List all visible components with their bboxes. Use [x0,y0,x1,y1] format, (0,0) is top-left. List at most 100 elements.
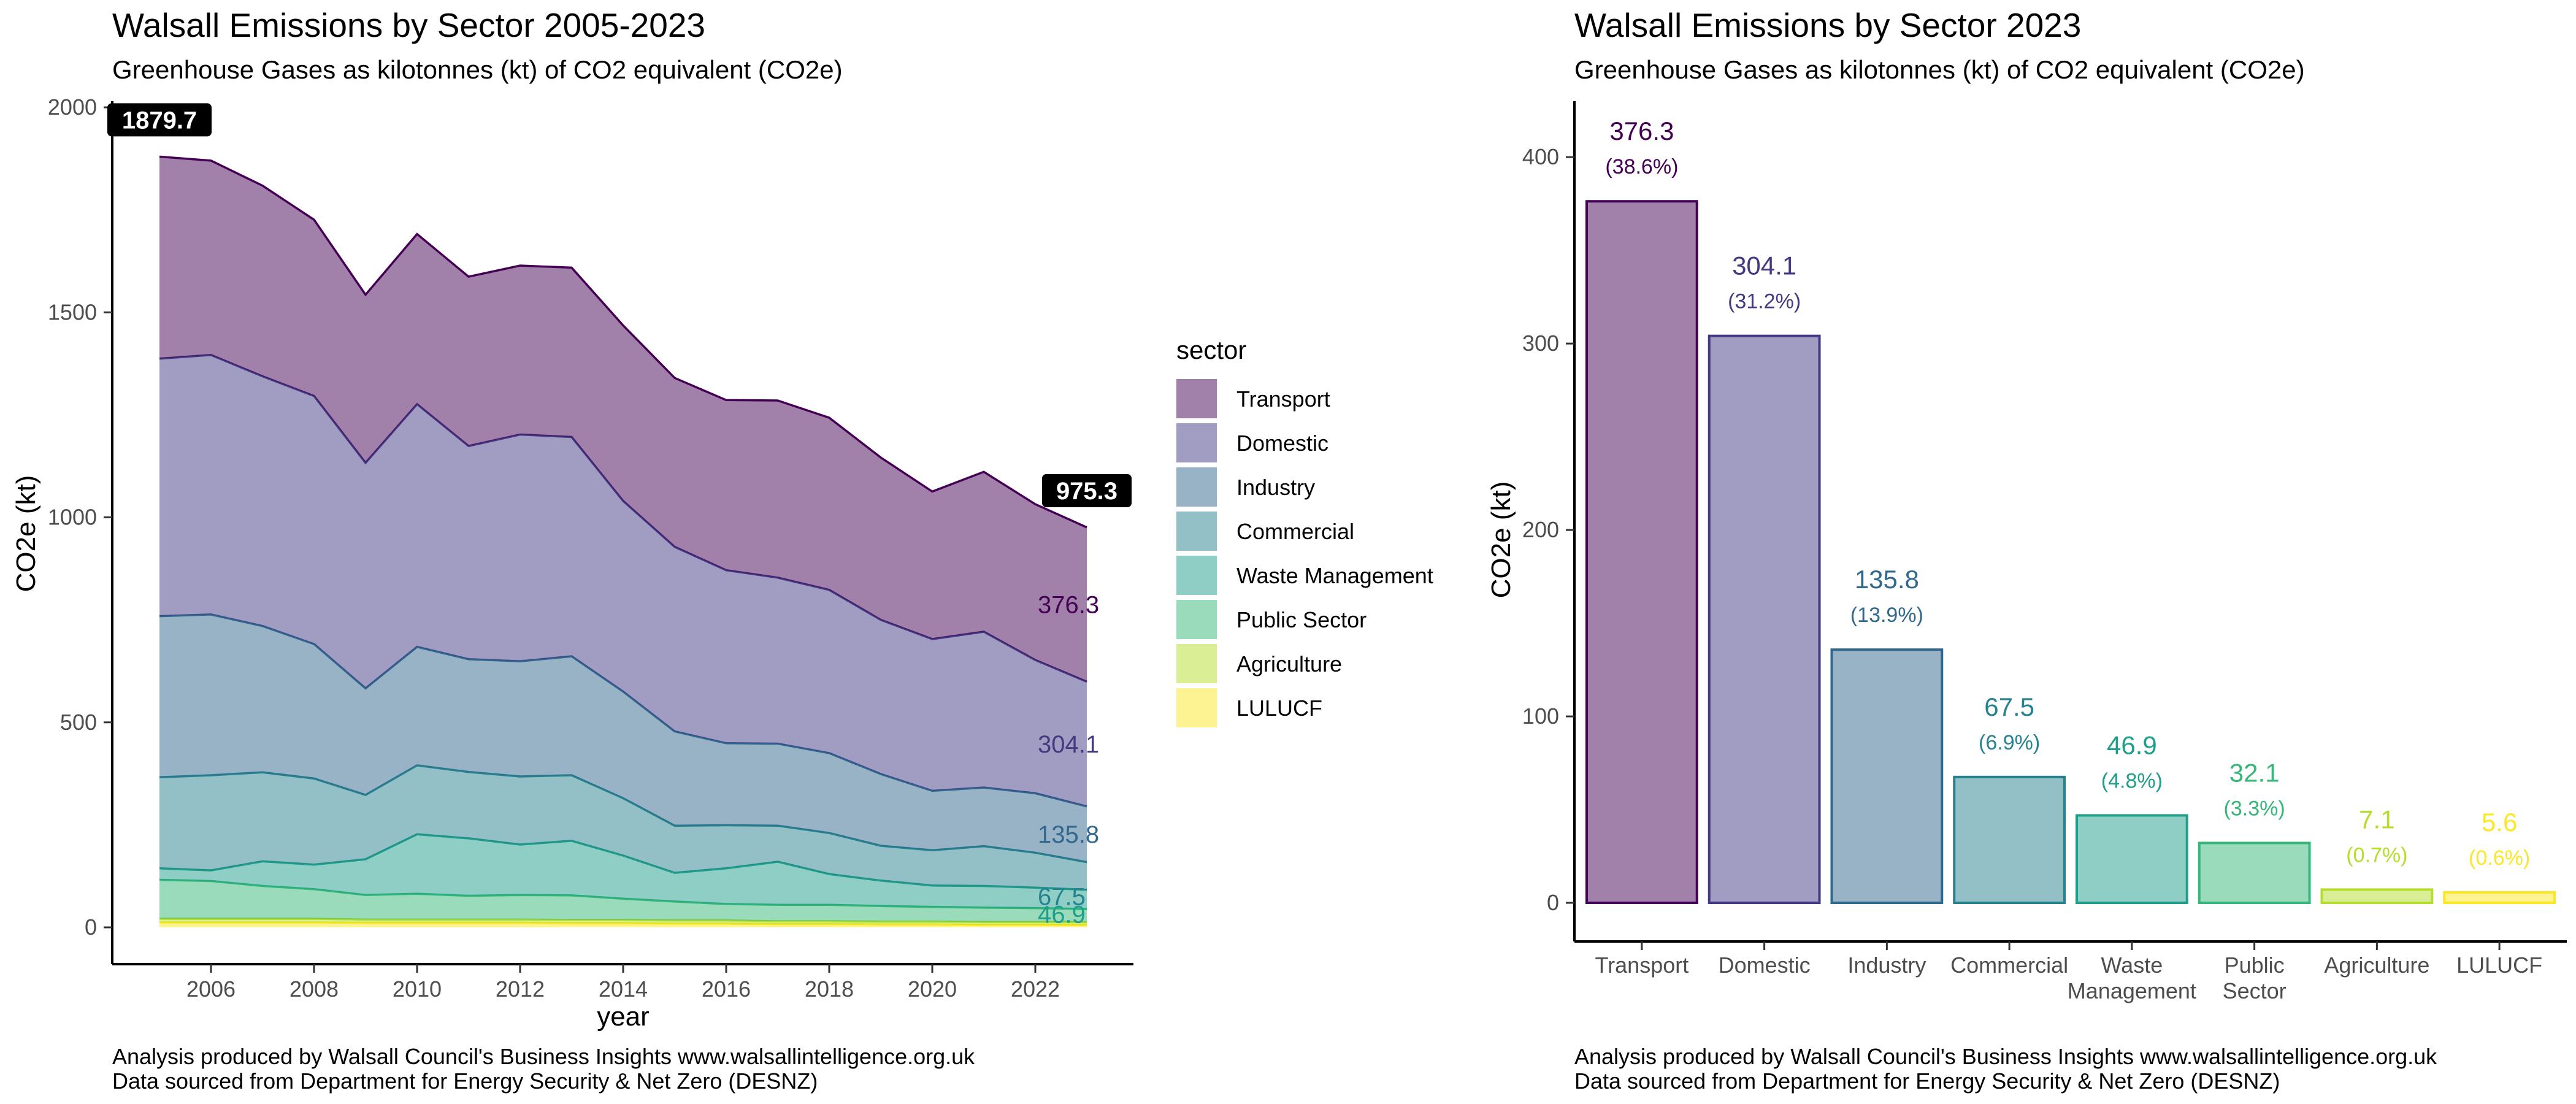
total-label: 975.3 [1056,478,1117,505]
legend-label-waste-management: Waste Management [1236,563,1433,588]
left-caption-line1: Analysis produced by Walsall Council's B… [112,1044,975,1069]
y-tick-label: 1000 [48,505,97,530]
bar-percent-label: (0.7%) [2346,843,2407,867]
left-caption-line2: Data sourced from Department for Energy … [112,1068,818,1094]
total-label-box [107,103,212,137]
bar-commercial [1953,775,2066,905]
legend: sector Transport Domestic Industry Commerci… [1176,335,1433,727]
area-industry [159,614,1087,862]
bar-category-label: LULUCF [2456,953,2542,978]
bar-percent-label: (4.8%) [2101,769,2163,792]
left-chart-title: Walsall Emissions by Sector 2005-2023 [112,6,705,44]
area-chart-layers [159,155,1087,927]
x-tick-label: 2022 [1011,976,1060,1002]
x-tick-label: 2008 [289,976,339,1002]
legend-label-transport: Transport [1236,386,1330,412]
bar-y-axis-title: CO2e (kt) [1486,481,1516,599]
total-label-box [1042,474,1132,508]
bar-y-tick-label: 0 [1547,890,1559,915]
area-chart-ticks: 2006 2008 2010 2012 2014 2016 2018 2020 2022 0 500… [48,94,1060,1002]
bar-category-label: Waste Management [2068,953,2196,1003]
x-tick-label: 2012 [496,976,545,1002]
area-domestic [159,355,1087,807]
y-tick-label: 2000 [48,94,97,120]
x-tick-label: 2014 [599,976,648,1002]
bar-category-label: Transport [1595,953,1689,978]
legend-key-lulucf [1176,688,1217,727]
legend-label-domestic: Domestic [1236,431,1328,456]
area-waste-management [159,834,1087,910]
bar-chart-bars [1585,200,2556,905]
bar-category-label: Domestic [1719,953,1811,978]
bar-category-label: Agriculture [2324,953,2429,978]
y-tick-label: 1500 [48,299,97,324]
legend-title: sector [1176,335,1246,364]
bar-public-sector [2198,841,2311,904]
legend-key-commercial [1176,512,1217,551]
bar-industry [1830,648,1944,905]
total-label: 1879.7 [122,107,197,134]
bar-percent-label: (3.3%) [2224,797,2285,820]
bar-percent-label: (31.2%) [1728,290,1801,313]
legend-key-domestic [1176,423,1217,462]
bar-value-label: 46.9 [2107,730,2157,759]
right-chart-subtitle: Greenhouse Gases as kilotonnes (kt) of C… [1574,55,2305,84]
bar-percent-label: (6.9%) [1979,731,2040,754]
bar-value-label: 7.1 [2359,805,2394,834]
series-end-label: 376.3 [1038,592,1099,619]
area-chart-annotations: 1879.7 975.3 376.3 304.1 135.8 67.546.9 [107,103,1132,929]
bar-value-label: 5.6 [2482,808,2517,837]
bar-waste-management [2075,814,2188,904]
y-tick-label: 0 [85,914,97,940]
series-end-label: 46.9 [1038,902,1086,929]
series-end-label: 135.8 [1038,821,1099,848]
right-caption-line1: Analysis produced by Walsall Council's B… [1574,1044,2437,1069]
bar-value-label: 304.1 [1732,251,1796,280]
bar-value-label: 67.5 [1984,692,2034,721]
legend-label-lulucf: LULUCF [1236,696,1322,721]
legend-key-waste-management [1176,556,1217,595]
legend-key-industry [1176,467,1217,507]
left-chart-subtitle: Greenhouse Gases as kilotonnes (kt) of C… [112,55,843,84]
right-chart-title: Walsall Emissions by Sector 2023 [1574,6,2081,44]
bar-category-label: Industry [1847,953,1926,978]
area-commercial [159,765,1087,890]
bar-chart-labels: 376.3 (38.6%) 304.1 (31.2%) 135.8 (13.9%) 67.5… [1605,117,2530,870]
x-tick-label: 2006 [186,976,236,1002]
area-x-axis-title: year [597,1002,650,1032]
area-line-transport [159,155,1087,529]
x-tick-label: 2010 [393,976,442,1002]
legend-key-agriculture [1176,644,1217,683]
right-caption-line2: Data sourced from Department for Energy … [1574,1068,2280,1094]
area-public-sector [159,880,1087,922]
legend-label-commercial: Commercial [1236,519,1354,544]
bar-chart-ticks: 0 100 200 300 400 Transport Domestic Industry Co… [1522,144,2542,1003]
legend-label-agriculture: Agriculture [1236,651,1342,677]
bar-transport [1585,200,1698,904]
bar-lulucf [2443,891,2556,905]
bar-category-label: Commercial [1950,953,2068,978]
bar-agriculture [2320,888,2434,905]
legend-label-public-sector: Public Sector [1236,607,1367,632]
area-transport [159,156,1087,682]
legend-key-public-sector [1176,600,1217,639]
bar-value-label: 32.1 [2229,758,2280,787]
y-tick-label: 500 [60,710,97,735]
bar-chart-axes [1573,101,2567,943]
bar-y-tick-label: 400 [1522,144,1559,169]
bar-y-tick-label: 200 [1522,517,1559,542]
bar-domestic [1708,334,1821,904]
bar-percent-label: (13.9%) [1850,604,1923,627]
x-tick-label: 2016 [702,976,751,1002]
bar-y-tick-label: 300 [1522,331,1559,356]
x-tick-label: 2020 [908,976,957,1002]
series-end-label: 304.1 [1038,731,1099,758]
legend-items: Transport Domestic Industry Commercial Waste… [1176,379,1433,727]
bar-value-label: 376.3 [1609,117,1674,145]
bar-percent-label: (0.6%) [2469,846,2530,870]
bar-percent-label: (38.6%) [1605,155,1678,178]
bar-value-label: 135.8 [1855,565,1919,594]
legend-key-transport [1176,379,1217,418]
area-y-axis-title: CO2e (kt) [11,475,41,592]
